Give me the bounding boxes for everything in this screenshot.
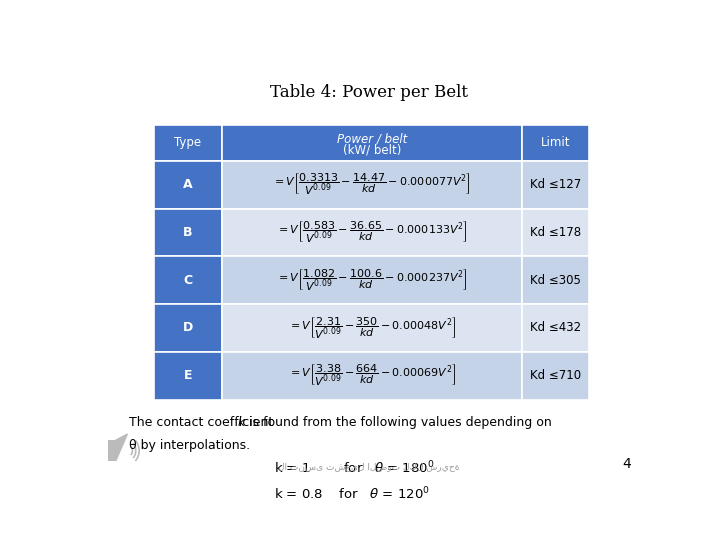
FancyBboxPatch shape — [109, 440, 116, 461]
Bar — [522, 208, 590, 256]
Text: D: D — [183, 321, 193, 334]
Bar — [522, 352, 590, 400]
Text: $= V \left[\dfrac{1.082}{V^{0.09}} - \dfrac{100.6}{kd} - 0.000237V^2\right]$: $= V \left[\dfrac{1.082}{V^{0.09}} - \df… — [276, 267, 468, 293]
Text: $= V \left[\dfrac{2.31}{V^{0.09}} - \dfrac{350}{kd} - 0.00048V^2\right]$: $= V \left[\dfrac{2.31}{V^{0.09}} - \dfr… — [287, 315, 456, 341]
Text: Kd ≤127: Kd ≤127 — [530, 178, 581, 191]
Text: Table 4: Power per Belt: Table 4: Power per Belt — [270, 84, 468, 100]
Text: لا تنسى تشغيل الصوت لكل شريحة: لا تنسى تشغيل الصوت لكل شريحة — [278, 462, 460, 471]
Bar — [154, 161, 222, 208]
Text: Kd ≤178: Kd ≤178 — [530, 226, 581, 239]
Bar — [154, 352, 222, 400]
Bar — [522, 161, 590, 208]
Text: k = 0.8    for   $\theta$ = 120$^{\mathsf{0}}$: k = 0.8 for $\theta$ = 120$^{\mathsf{0}}… — [274, 485, 430, 502]
Text: Type: Type — [174, 137, 202, 150]
Bar — [222, 161, 522, 208]
Text: θ by interpolations.: θ by interpolations. — [129, 439, 250, 452]
Text: $= V \left[\dfrac{0.583}{V^{0.09}} - \dfrac{36.65}{kd} - 0.000133V^2\right]$: $= V \left[\dfrac{0.583}{V^{0.09}} - \df… — [276, 220, 468, 245]
Bar — [222, 304, 522, 352]
Bar — [154, 304, 222, 352]
Bar — [222, 352, 522, 400]
Text: E: E — [184, 369, 192, 382]
Bar — [522, 125, 590, 161]
Text: k: k — [238, 416, 245, 429]
Polygon shape — [116, 434, 127, 461]
Bar — [154, 125, 222, 161]
Text: C: C — [184, 274, 192, 287]
Text: Kd ≤710: Kd ≤710 — [530, 369, 581, 382]
Text: 4: 4 — [623, 457, 631, 471]
Text: Kd ≤432: Kd ≤432 — [530, 321, 581, 334]
Text: The contact coefficient: The contact coefficient — [129, 416, 277, 429]
Text: $= V \left[\dfrac{0.3313}{V^{0.09}} - \dfrac{14.47}{kd} - 0.000077V^2\right]$: $= V \left[\dfrac{0.3313}{V^{0.09}} - \d… — [272, 172, 471, 197]
Text: $= V \left[\dfrac{3.38}{V^{0.09}} - \dfrac{664}{kd} - 0.00069V^2\right]$: $= V \left[\dfrac{3.38}{V^{0.09}} - \dfr… — [287, 363, 456, 388]
Text: Power / belt: Power / belt — [337, 132, 407, 145]
Bar — [154, 208, 222, 256]
Bar — [222, 208, 522, 256]
Text: is found from the following values depending on: is found from the following values depen… — [245, 416, 552, 429]
Text: A: A — [183, 178, 193, 191]
Bar — [154, 256, 222, 304]
Text: Kd ≤305: Kd ≤305 — [530, 274, 581, 287]
Bar — [522, 304, 590, 352]
Text: B: B — [183, 226, 193, 239]
Text: k = 1        for   $\theta$ = 180$^{\mathsf{0}}$: k = 1 for $\theta$ = 180$^{\mathsf{0}}$ — [274, 460, 435, 476]
Bar — [222, 256, 522, 304]
Text: Limit: Limit — [541, 137, 570, 150]
Text: (kW/ belt): (kW/ belt) — [343, 144, 401, 157]
Bar — [222, 125, 522, 161]
Bar — [522, 256, 590, 304]
